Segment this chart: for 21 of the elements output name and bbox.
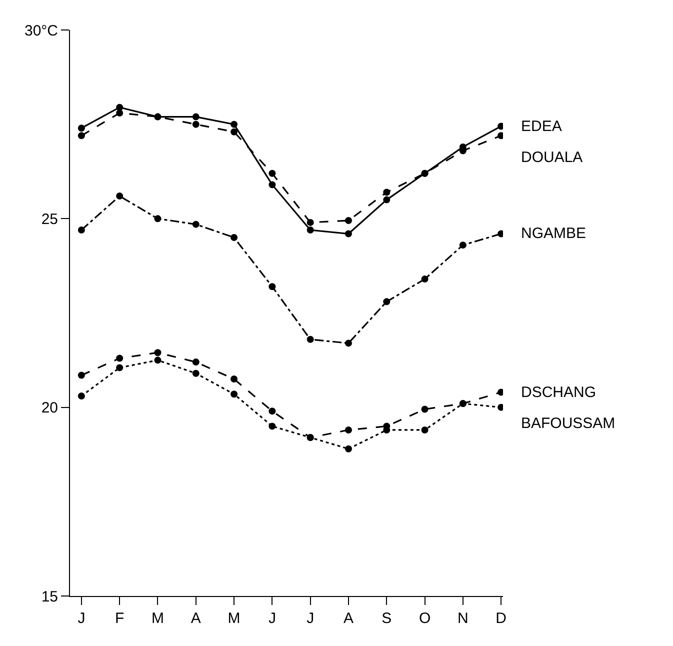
x-tick-label: D [496,610,507,627]
series-label: DSCHANG [521,384,596,401]
y-tick-label: 25 [41,210,58,228]
x-tick-label: A [343,610,354,627]
series-label: NGAMBE [521,225,586,242]
x-tick-label: J [78,610,86,627]
x-tick-label: F [115,610,124,627]
x-tick-label: J [268,610,276,627]
y-tick-label: 30°C [24,22,58,40]
x-tick-label: A [190,610,201,627]
x-tick-label: M [228,610,240,627]
y-tick-label: 20 [41,400,58,417]
x-tick-label: N [458,610,468,627]
x-tick-label: J [306,610,314,627]
series-label: DOUALA [521,149,583,166]
x-tick-label: S [382,610,392,627]
x-tick-label: O [418,610,431,627]
series-label: BAFOUSSAM [521,415,616,432]
y-tick-label: 15 [41,588,58,606]
series-label: EDEA [521,118,562,135]
x-tick-label: M [151,610,164,627]
